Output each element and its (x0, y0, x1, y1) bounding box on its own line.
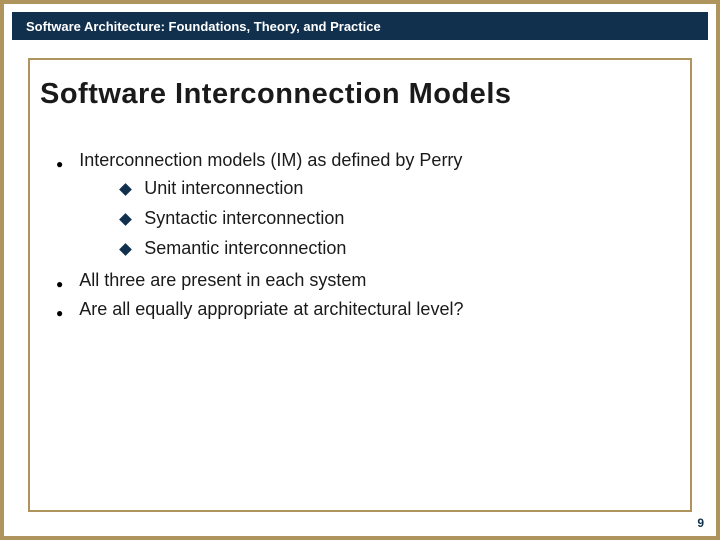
sub-bullet-item: Syntactic interconnection (121, 205, 680, 233)
content-frame: Software Interconnection Models ● Interc… (28, 58, 692, 512)
disc-icon: ● (56, 155, 63, 174)
bullet-text: Are all equally appropriate at architect… (79, 299, 463, 319)
diamond-icon (119, 213, 132, 226)
slide-body: ● Interconnection models (IM) as defined… (30, 125, 690, 336)
disc-icon: ● (56, 275, 63, 294)
sub-bullet-item: Semantic interconnection (121, 235, 680, 263)
page-number: 9 (697, 516, 704, 530)
slide-title: Software Interconnection Models (30, 60, 690, 125)
bullet-item: ● Interconnection models (IM) as defined… (56, 147, 680, 265)
header-text: Software Architecture: Foundations, Theo… (26, 19, 381, 34)
slide: Software Architecture: Foundations, Theo… (0, 0, 720, 540)
header-bar: Software Architecture: Foundations, Theo… (12, 12, 708, 40)
disc-icon: ● (56, 304, 63, 323)
diamond-icon (119, 243, 132, 256)
bullet-text: Interconnection models (IM) as defined b… (79, 150, 462, 170)
sub-bullet-item: Unit interconnection (121, 175, 680, 203)
diamond-icon (119, 183, 132, 196)
bullet-item: ● Are all equally appropriate at archite… (56, 296, 680, 324)
sub-bullet-text: Semantic interconnection (144, 235, 346, 263)
bullet-text: All three are present in each system (79, 270, 366, 290)
bullet-item: ● All three are present in each system (56, 267, 680, 295)
sub-bullet-text: Syntactic interconnection (144, 205, 344, 233)
sub-bullet-group: Unit interconnection Syntactic interconn… (79, 175, 680, 263)
sub-bullet-text: Unit interconnection (144, 175, 303, 203)
